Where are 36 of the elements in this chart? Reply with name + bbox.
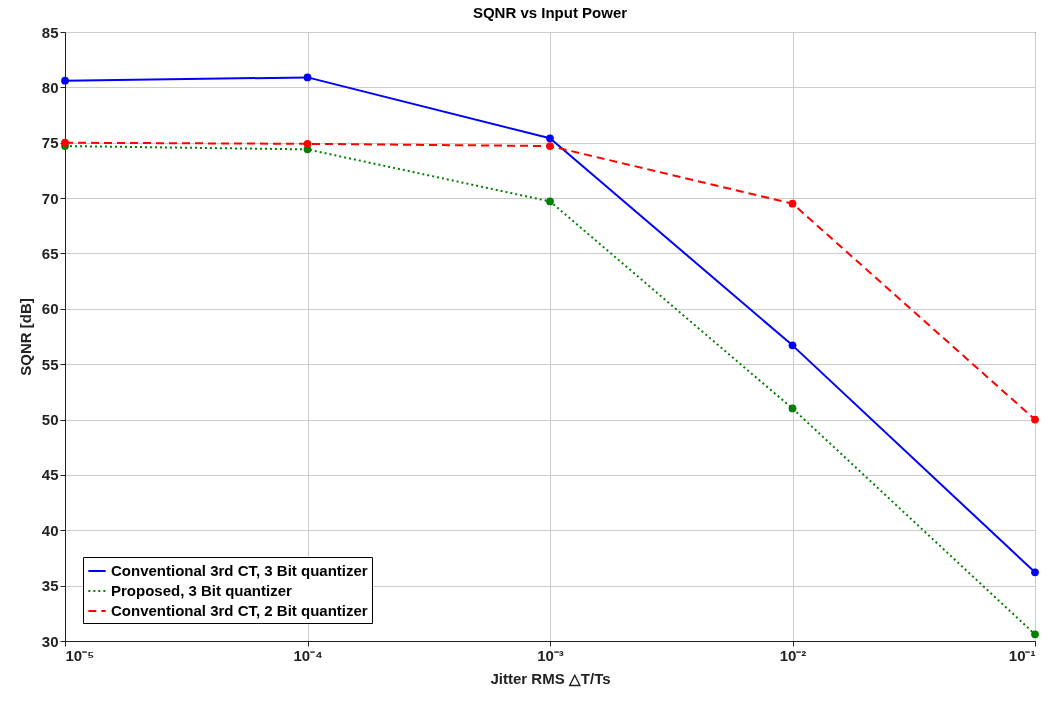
point [1031, 568, 1039, 577]
x-tick-label: 10⁻² [779, 646, 807, 664]
y-tick-label: 80 [41, 78, 59, 96]
y-tick-label: 85 [41, 23, 59, 41]
point [788, 199, 797, 208]
y-tick-label: 35 [41, 577, 59, 595]
y-tick-label: 65 [41, 244, 59, 262]
x-axis-title: Jitter RMS △T/Ts [490, 669, 611, 687]
y-tick-label: 55 [41, 355, 59, 373]
point [1031, 630, 1039, 639]
point [303, 139, 312, 148]
chart-title: SQNR vs Input Power [472, 4, 628, 21]
legend-label: Conventional 3rd CT, 3 Bit quantizer [111, 562, 368, 579]
point [788, 404, 797, 413]
y-tick-label: 45 [41, 466, 59, 484]
x-tick-label: 10⁻⁴ [293, 646, 323, 664]
y-axis-title: SQNR [dB] [16, 298, 34, 376]
point [788, 341, 797, 350]
y-tick-label: 60 [41, 300, 59, 318]
y-tick-label: 40 [41, 521, 59, 539]
x-tick-label: 10⁻⁵ [65, 646, 95, 664]
point [546, 142, 554, 150]
point [546, 197, 554, 206]
point [303, 73, 312, 82]
legend-label: Proposed, 3 Bit quantizer [111, 582, 293, 599]
y-tick-label: 75 [41, 134, 59, 152]
y-tick-label: 30 [41, 632, 59, 650]
point [1031, 415, 1039, 424]
x-tick-label: 10⁻¹ [1008, 646, 1036, 664]
point [546, 134, 554, 143]
y-tick-label: 70 [41, 189, 59, 207]
x-tick-label: 10⁻³ [537, 646, 564, 664]
point [61, 138, 69, 147]
legend-label: Conventional 3rd CT, 2 Bit quantizer [111, 602, 368, 619]
y-tick-label: 50 [41, 411, 59, 429]
point [61, 76, 69, 85]
